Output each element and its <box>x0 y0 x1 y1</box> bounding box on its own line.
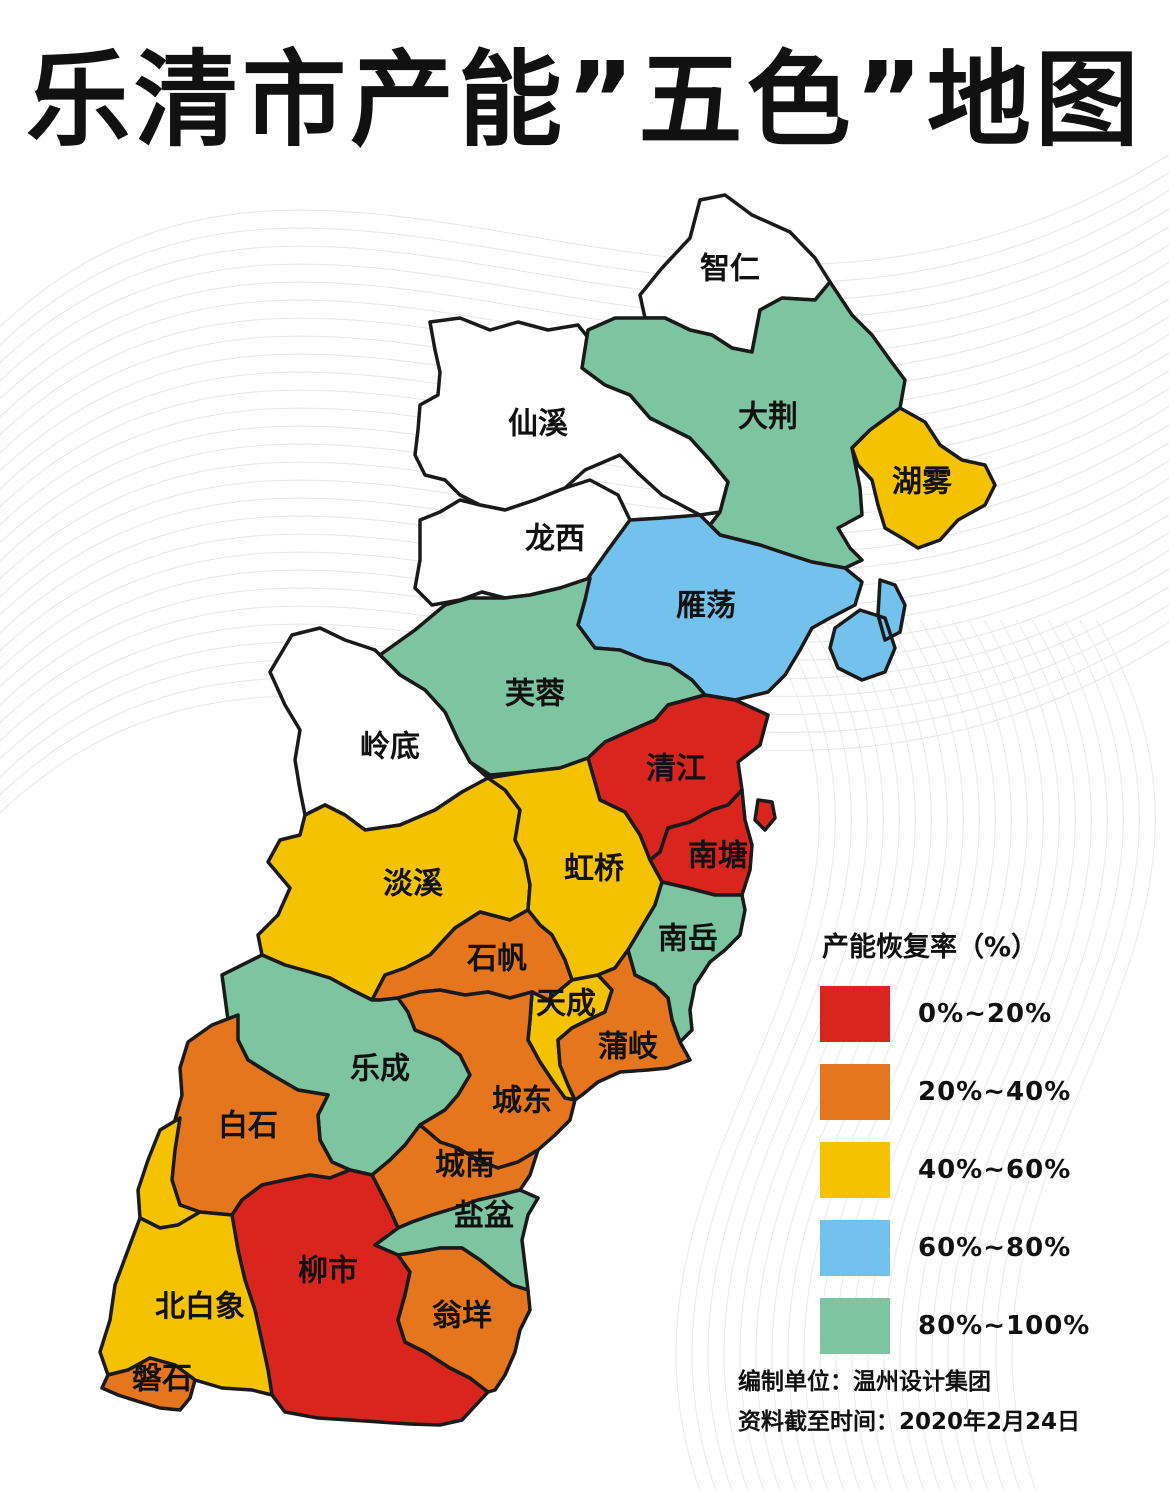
region-chengdong[interactable] <box>396 988 577 1170</box>
region-wengyang[interactable] <box>396 1246 532 1394</box>
legend: 产能恢复率（%） 0%~20% 20%~40% 40%~60% 60%~80% … <box>820 925 1150 1376</box>
region-dajing[interactable] <box>580 280 907 570</box>
label-hongqiao: 虹桥 <box>564 852 624 887</box>
background-wave-line <box>1011 619 1156 1491</box>
legend-swatch <box>820 986 890 1042</box>
background-wave-line <box>915 619 1060 1491</box>
label-danxi: 淡溪 <box>383 867 444 902</box>
data-date-credit: 资料截至时间：2020年2月24日 <box>738 1409 1081 1435</box>
background-wave-line <box>947 619 1092 1491</box>
region-puqi[interactable] <box>556 948 692 1102</box>
region-yandang-islands <box>828 578 907 682</box>
label-chengnan: 城南 <box>435 1148 495 1183</box>
region-nantang-island <box>753 798 777 832</box>
label-chengdong: 城东 <box>492 1084 552 1119</box>
legend-label: 40%~60% <box>918 1155 1072 1185</box>
label-dajing: 大荆 <box>738 400 798 435</box>
legend-label: 20%~40% <box>918 1077 1072 1107</box>
map-title: 乐清市产能”五色”地图 <box>26 39 1143 161</box>
label-yandang: 雁荡 <box>676 589 736 624</box>
legend-item: 40%~60% <box>820 1142 1150 1198</box>
legend-item: 60%~80% <box>820 1220 1150 1276</box>
background-wave-line <box>723 619 868 1491</box>
credits: 编制单位：温州设计集团 资料截至时间：2020年2月24日 <box>738 1362 1158 1442</box>
compiler-credit: 编制单位：温州设计集团 <box>738 1369 991 1395</box>
background-wave-line <box>691 619 836 1491</box>
label-longxi: 龙西 <box>525 522 585 557</box>
label-tiancheng: 天成 <box>536 987 596 1022</box>
legend-title: 产能恢复率（%） <box>822 932 1039 963</box>
region-panshi[interactable] <box>100 1356 197 1412</box>
region-huwu[interactable] <box>850 406 997 550</box>
label-nanyue: 南岳 <box>658 922 718 957</box>
legend-item: 80%~100% <box>820 1298 1150 1354</box>
background-wave-line <box>0 153 1169 328</box>
background-wave-line <box>0 207 1169 382</box>
region-xianxi[interactable] <box>413 316 730 517</box>
background-wave-line <box>979 619 1124 1491</box>
legend-label: 60%~80% <box>918 1233 1072 1263</box>
legend-label: 80%~100% <box>918 1311 1091 1341</box>
region-beibaixiang[interactable] <box>98 1210 274 1397</box>
label-qingjiang: 清江 <box>646 752 706 787</box>
background-wave-line <box>707 619 852 1491</box>
background-wave-line <box>755 619 900 1491</box>
label-beibaixiang: 北白象 <box>155 1290 245 1325</box>
label-wengyang: 翁垟 <box>432 1299 492 1334</box>
label-liushi: 柳市 <box>298 1254 358 1289</box>
background-wave-line <box>0 225 1169 400</box>
label-baishi: 白石 <box>218 1109 278 1144</box>
background-wave-line <box>963 619 1108 1491</box>
legend-swatch <box>820 1064 890 1120</box>
label-puqi: 蒲岐 <box>598 1030 658 1065</box>
label-panshi: 磐石 <box>132 1362 192 1397</box>
background-wave-line <box>0 189 1169 364</box>
label-nantang: 南塘 <box>688 839 748 874</box>
label-lingdi: 岭底 <box>360 730 420 765</box>
label-huwu: 湖雾 <box>892 465 953 500</box>
background-wave-line <box>899 619 1044 1491</box>
label-zhiren: 智仁 <box>700 252 760 287</box>
label-furong: 芙蓉 <box>505 677 565 712</box>
background-wave-line <box>739 619 884 1491</box>
background-wave-line <box>787 619 932 1491</box>
legend-swatch <box>820 1142 890 1198</box>
legend-label: 0%~20% <box>918 999 1053 1029</box>
background-wave-line <box>995 619 1140 1491</box>
background-wave-line <box>675 619 820 1491</box>
background-wave-line <box>771 619 916 1491</box>
legend-swatch <box>820 1298 890 1354</box>
label-yuecheng: 乐成 <box>350 1052 410 1087</box>
background-wave-line <box>0 171 1169 346</box>
label-yanpen: 盐盆 <box>454 1199 515 1234</box>
label-xianxi: 仙溪 <box>508 407 569 442</box>
background-wave-line <box>803 619 948 1491</box>
legend-item: 0%~20% <box>820 986 1150 1042</box>
legend-swatch <box>820 1220 890 1276</box>
legend-item: 20%~40% <box>820 1064 1150 1120</box>
background-wave-line <box>931 619 1076 1491</box>
label-shifan: 石帆 <box>466 942 527 977</box>
